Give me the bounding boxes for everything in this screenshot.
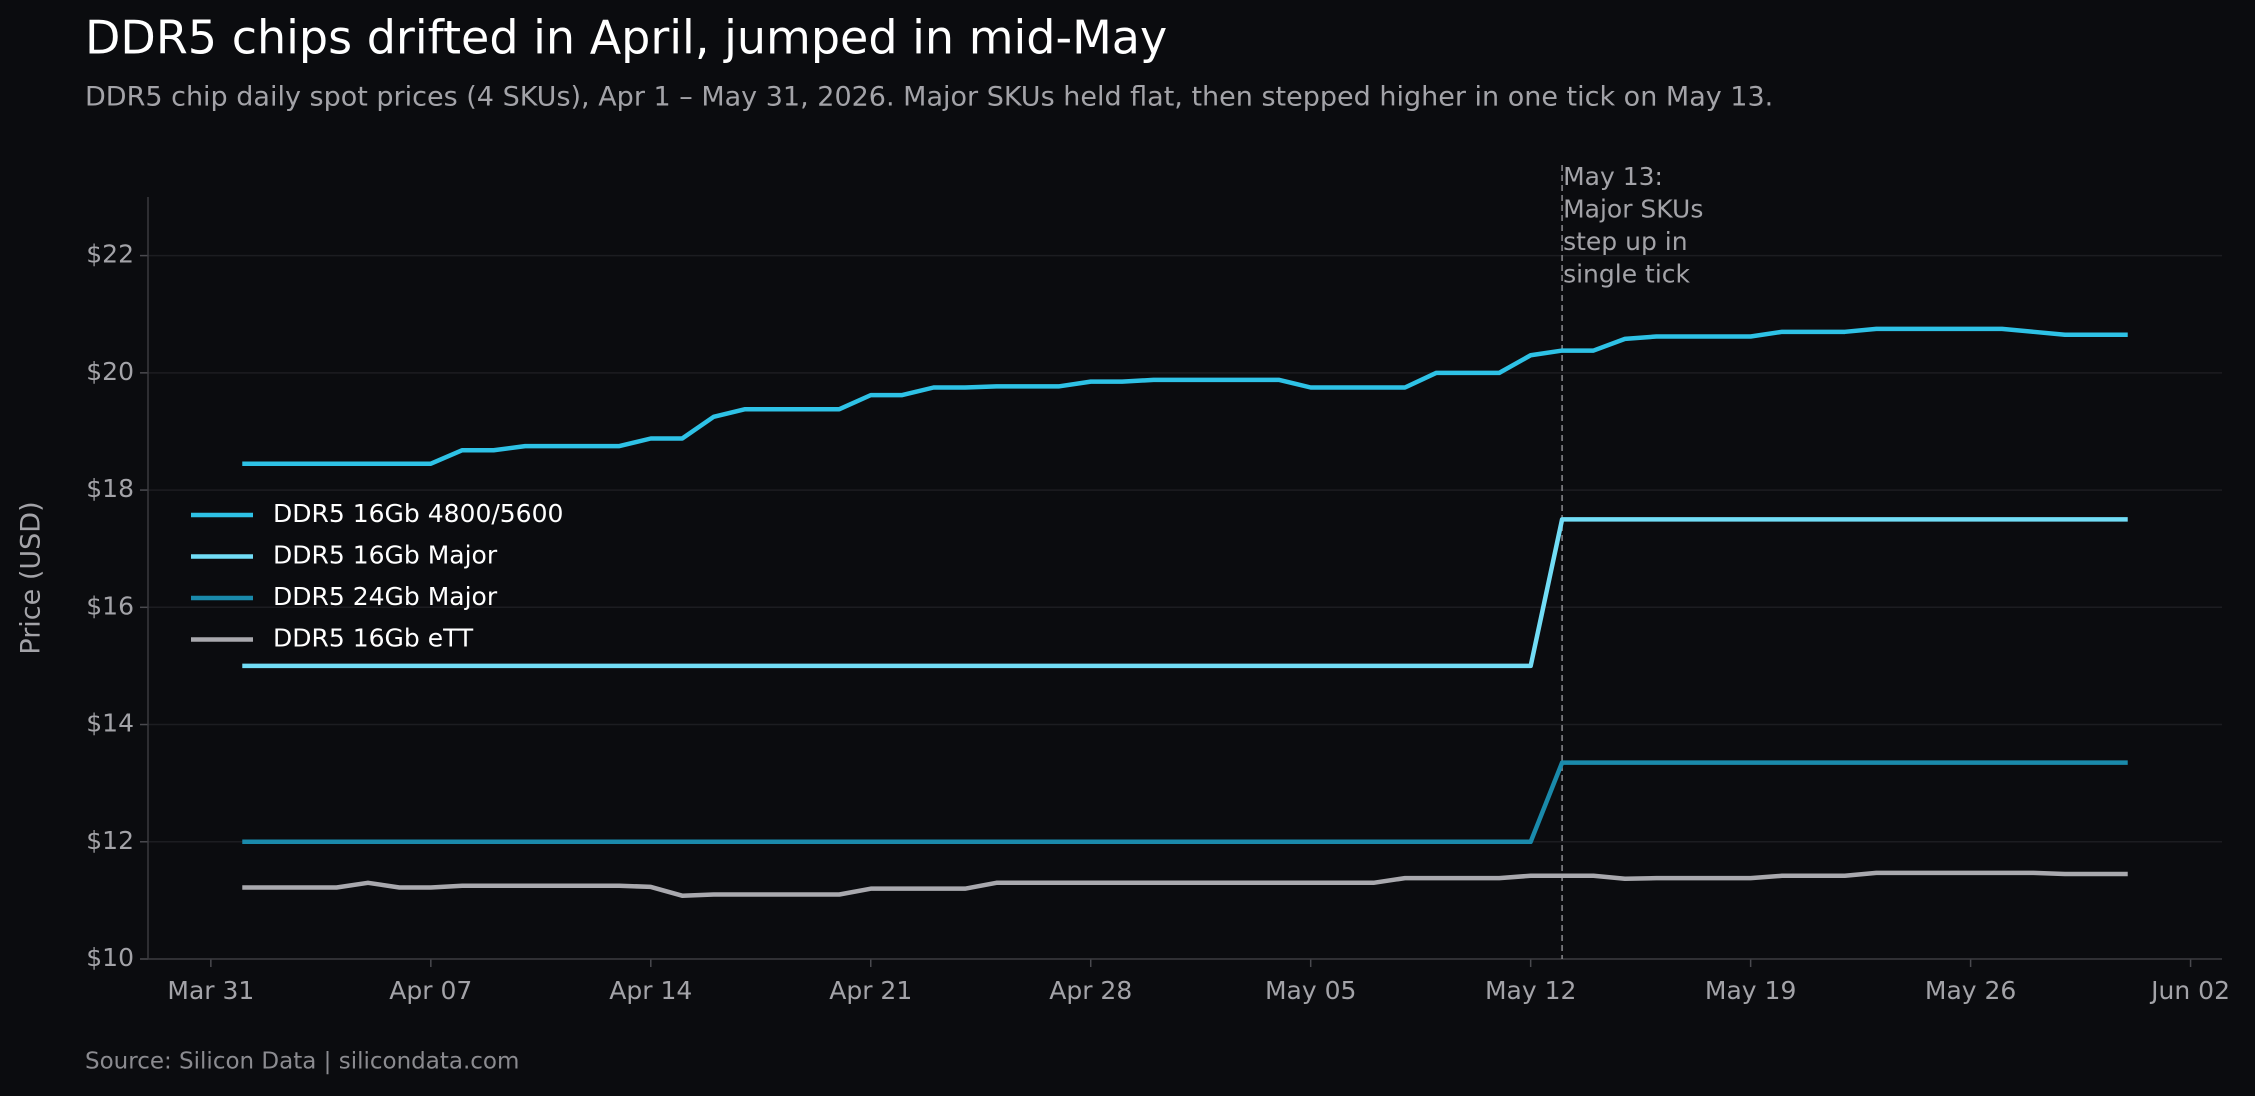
y-tick-label: $18 [86,474,134,503]
y-tick-label: $20 [86,357,134,386]
annotation-text: May 13: [1563,162,1663,191]
x-tick-label: May 12 [1485,976,1576,1005]
x-tick-label: Apr 21 [829,976,912,1005]
x-tick-label: May 26 [1925,976,2016,1005]
x-tick-label: Apr 14 [609,976,692,1005]
x-tick-label: Apr 28 [1049,976,1132,1005]
x-tick-label: Mar 31 [167,976,254,1005]
legend-label: DDR5 24Gb Major [273,582,498,611]
series-line [242,517,2128,669]
y-tick-label: $22 [86,240,134,269]
x-tick-label: May 05 [1265,976,1356,1005]
x-tick-label: May 19 [1705,976,1796,1005]
y-tick-label: $16 [86,591,134,620]
series-line [242,760,2128,845]
chart-title: DDR5 chips drifted in April, jumped in m… [85,11,1167,65]
legend-label: DDR5 16Gb 4800/5600 [273,499,563,528]
series-line [242,326,2128,466]
y-axis-label: Price (USD) [16,501,47,654]
y-tick-label: $10 [86,943,134,972]
legend-label: DDR5 16Gb eTT [273,624,474,653]
x-tick-label: Apr 07 [389,976,472,1005]
source-note: Source: Silicon Data | silicondata.com [85,1049,519,1075]
x-tick-label: Jun 02 [2149,976,2230,1005]
y-tick-label: $14 [86,709,134,738]
series-line [242,870,2128,898]
y-tick-label: $12 [86,826,134,855]
chart-subtitle: DDR5 chip daily spot prices (4 SKUs), Ap… [85,82,1773,113]
annotation-text: Major SKUs [1563,195,1703,224]
annotation-text: single tick [1563,260,1690,289]
annotation-text: step up in [1563,227,1687,256]
legend-label: DDR5 16Gb Major [273,541,498,570]
